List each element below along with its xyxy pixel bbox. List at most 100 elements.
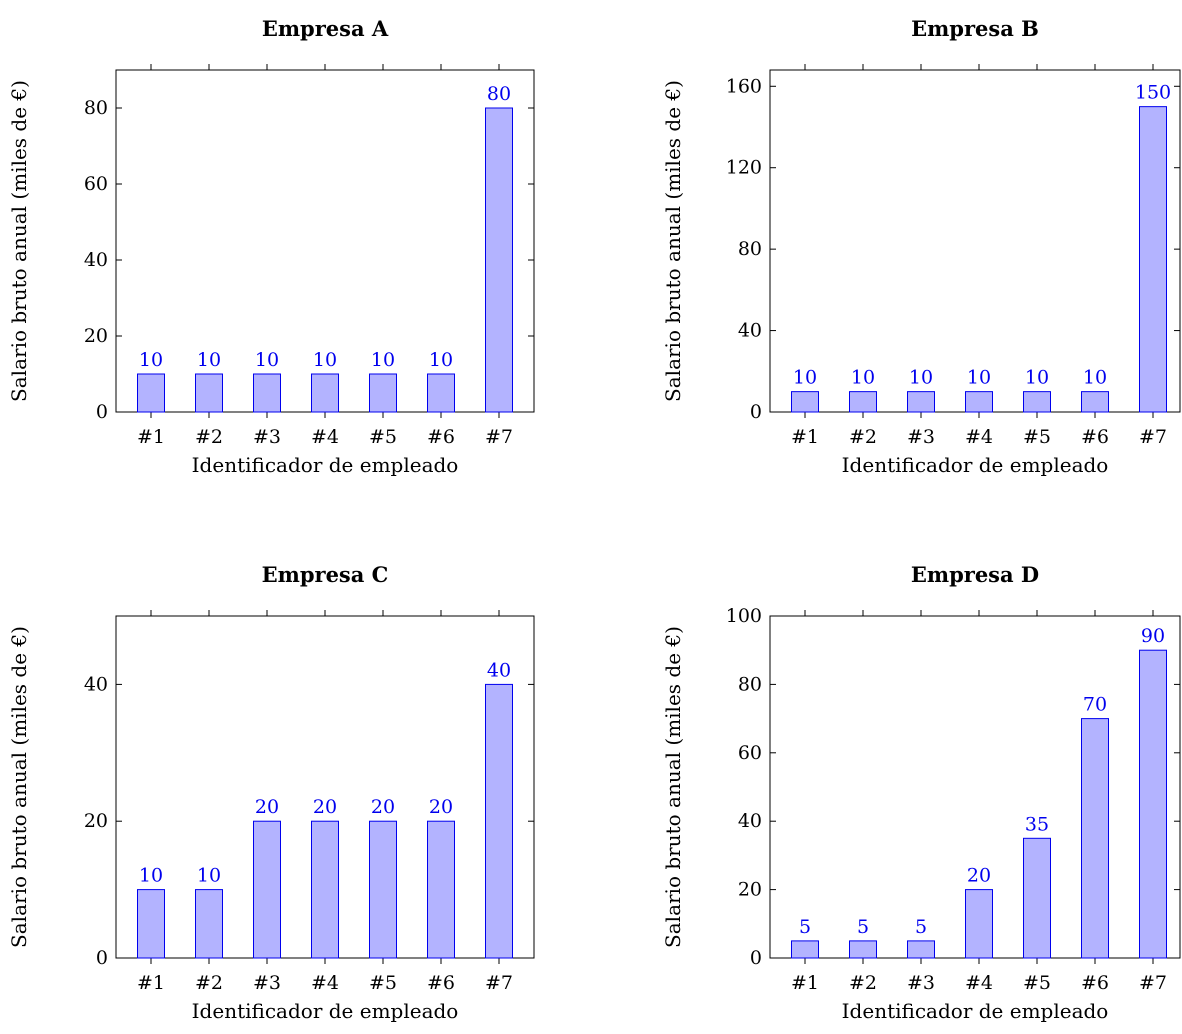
x-tick-label: #7 [485,426,513,448]
data-label: 10 [197,349,221,371]
bar [1139,649,1167,959]
x-tick-label: #7 [485,972,513,994]
x-tick-label: #6 [427,972,455,994]
bar [427,820,455,959]
data-label: 10 [313,349,337,371]
x-axis-label: Identificador de empleado [842,999,1109,1023]
y-axis-label: Salario bruto anual (miles de €) [661,626,685,948]
y-tick-label: 80 [84,97,108,119]
bar [1023,391,1051,413]
data-label: 10 [967,367,991,389]
x-tick-label: #1 [137,972,165,994]
data-label: 10 [429,349,453,371]
data-label: 5 [915,916,927,938]
bar [311,820,339,959]
data-label: 10 [255,349,279,371]
bar [253,820,281,959]
bar [195,373,223,413]
data-label: 10 [139,865,163,887]
x-axis-label: Identificador de empleado [842,453,1109,477]
data-label: 10 [1025,367,1049,389]
y-tick-label: 100 [726,605,762,627]
x-axis-label: Identificador de empleado [192,999,459,1023]
data-label: 5 [799,916,811,938]
chart-panel: Empresa D 0 20 40 60 80 100 5 #1 5 #2 5 #3 20 #4 35 #5 70… [661,562,1181,1023]
x-tick-label: #1 [791,972,819,994]
bar [369,373,397,413]
x-tick-label: #7 [1139,426,1167,448]
y-tick-label: 40 [84,673,108,695]
data-label: 5 [857,916,869,938]
bar [791,391,819,413]
data-label: 20 [255,796,279,818]
chart-panel: Empresa C 0 20 40 10 #1 10 #2 20 #3 20 #4 20 #5 20 #6 40… [7,562,535,1023]
x-tick-label: #2 [195,972,223,994]
y-tick-label: 20 [84,810,108,832]
x-tick-label: #5 [369,972,397,994]
chart-title: Empresa D [911,562,1039,587]
x-tick-label: #4 [311,972,339,994]
x-tick-label: #6 [1081,426,1109,448]
data-label: 10 [139,349,163,371]
data-label: 20 [371,796,395,818]
x-tick-label: #2 [849,426,877,448]
bar [1081,391,1109,413]
y-tick-label: 80 [738,673,762,695]
y-tick-label: 120 [726,157,762,179]
bar [791,940,819,959]
bar [253,373,281,413]
bar [137,889,165,959]
x-tick-label: #1 [791,426,819,448]
bar [849,940,877,959]
x-axis-label: Identificador de empleado [192,453,459,477]
y-tick-label: 60 [738,742,762,764]
y-tick-label: 40 [738,320,762,342]
data-label: 40 [487,659,511,681]
bar [965,391,993,413]
bar [1139,106,1167,413]
data-label: 10 [197,865,221,887]
y-tick-label: 40 [738,810,762,832]
bar [137,373,165,413]
data-label: 10 [371,349,395,371]
y-tick-label: 160 [726,75,762,97]
bar [311,373,339,413]
y-tick-label: 60 [84,173,108,195]
chart-title: Empresa C [262,562,389,587]
data-label: 10 [1083,367,1107,389]
x-tick-label: #3 [253,426,281,448]
data-label: 10 [851,367,875,389]
data-label: 10 [793,367,817,389]
chart-title: Empresa B [911,16,1039,41]
bar [195,889,223,959]
x-tick-label: #3 [907,972,935,994]
data-label: 35 [1025,813,1049,835]
bar [1081,718,1109,959]
y-tick-label: 0 [750,401,762,423]
chart-panel: Empresa B 0 40 80 120 160 10 #1 10 #2 10 #3 10 #4 10 #5… [661,16,1181,477]
chart-title: Empresa A [262,16,389,41]
y-axis-label: Salario bruto anual (miles de €) [7,80,31,402]
data-label: 80 [487,83,511,105]
data-label: 20 [429,796,453,818]
x-tick-label: #1 [137,426,165,448]
bar [849,391,877,413]
y-tick-label: 40 [84,249,108,271]
bar [485,107,513,413]
x-tick-label: #3 [253,972,281,994]
plot-frame [769,69,1181,413]
data-label: 10 [909,367,933,389]
x-tick-label: #4 [965,972,993,994]
x-tick-label: #5 [1023,426,1051,448]
y-tick-label: 0 [96,401,108,423]
data-label: 150 [1135,82,1171,104]
x-tick-label: #7 [1139,972,1167,994]
y-tick-label: 20 [84,325,108,347]
y-axis-label: Salario bruto anual (miles de €) [661,80,685,402]
x-tick-label: #2 [195,426,223,448]
x-tick-label: #5 [1023,972,1051,994]
bar [1023,837,1051,959]
data-label: 20 [967,865,991,887]
x-tick-label: #4 [965,426,993,448]
bar [485,683,513,959]
